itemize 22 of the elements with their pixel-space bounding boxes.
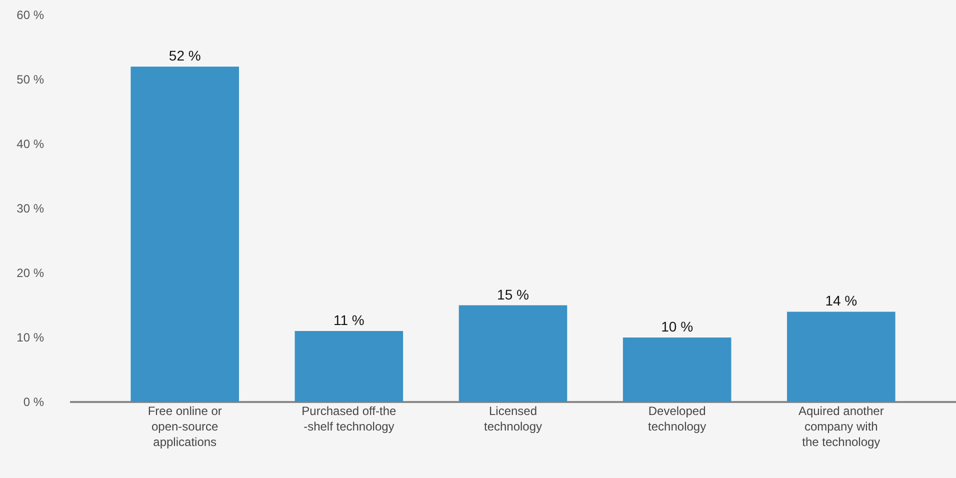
y-tick-label: 10 % — [16, 330, 44, 345]
bar — [458, 305, 568, 402]
x-tick-label: Purchased off-the -shelf technology — [302, 404, 397, 434]
y-tick-label: 60 % — [16, 8, 44, 22]
y-tick-label: 40 % — [16, 137, 44, 152]
data-label: 10 % — [661, 318, 694, 334]
y-tick-label: 30 % — [16, 202, 44, 216]
bar — [130, 66, 239, 402]
data-label: 15 % — [497, 286, 529, 302]
data-label: 14 % — [825, 292, 858, 309]
x-tick-label: Licensed technology — [484, 404, 542, 434]
x-tick-label: Free online or open-source applications — [148, 404, 222, 450]
data-label: 52 % — [168, 48, 201, 64]
x-tick-label: Aquired another company with the technology — [798, 404, 884, 450]
y-tick-label: 20 % — [16, 266, 44, 280]
data-label: 11 % — [333, 312, 364, 328]
bar — [622, 338, 732, 402]
x-tick-label: Developed technology — [648, 404, 706, 434]
y-tick-label: 50 % — [16, 72, 44, 87]
bar — [787, 312, 896, 402]
bar — [294, 331, 404, 402]
y-tick-label: 0 % — [23, 395, 44, 410]
